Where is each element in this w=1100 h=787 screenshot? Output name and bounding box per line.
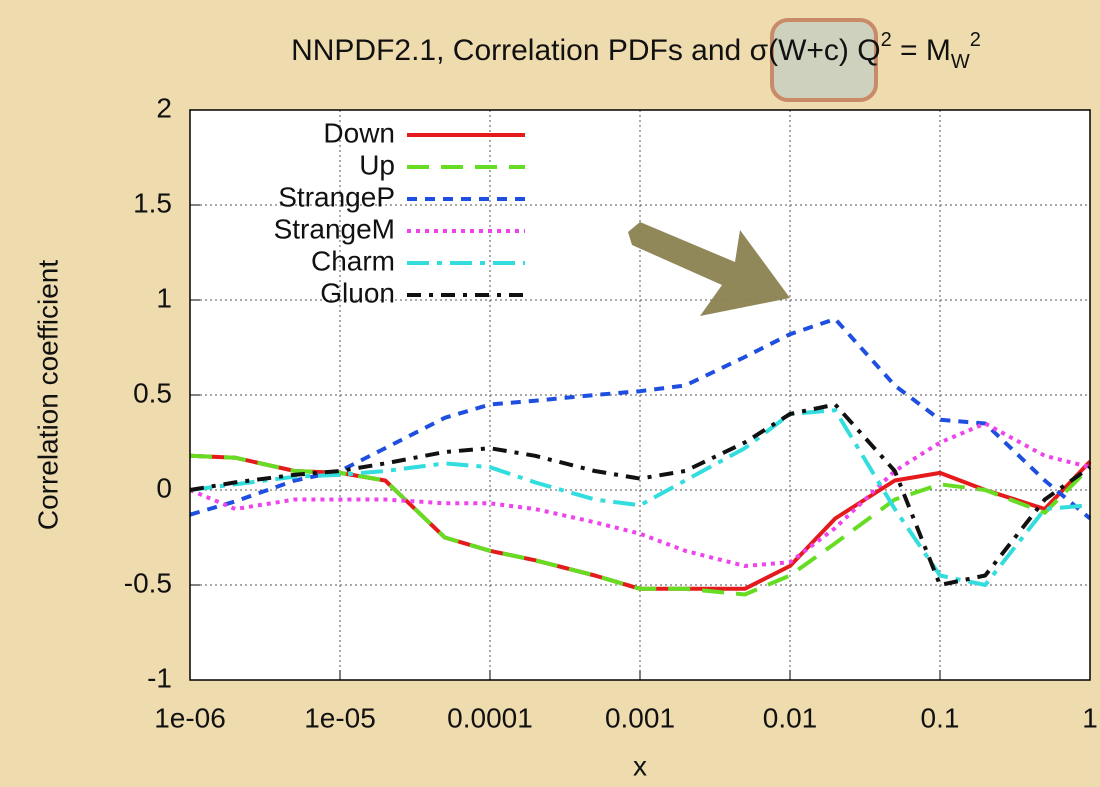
legend-label: Charm (311, 245, 395, 276)
y-tick-label: -0.5 (124, 567, 172, 598)
legend-label: StrangeP (278, 181, 395, 212)
legend-label: Down (323, 117, 395, 148)
series-line (189, 453, 1092, 597)
y-tick-label: 1.5 (133, 187, 172, 218)
y-tick-label: 1 (156, 282, 172, 313)
x-tick-label: 1 (1082, 702, 1098, 733)
title-part: 2 (881, 29, 892, 51)
series-line (189, 317, 1092, 521)
y-tick-label: 2 (156, 92, 172, 123)
series-line (189, 421, 1091, 568)
highlight-box (770, 18, 878, 102)
plot-frame (189, 109, 1091, 681)
chart-title: NNPDF2.1, Correlation PDFs and σ(W+c) Q2… (291, 29, 981, 73)
y-tick-label: -1 (147, 662, 172, 693)
title-part: σ(W+c) (750, 34, 849, 67)
title-part: Q (849, 34, 881, 67)
x-tick-label: 1e-05 (304, 702, 376, 733)
y-tick-label: 0 (156, 472, 172, 503)
x-tick-label: 0.01 (763, 702, 818, 733)
title-part: = M (892, 34, 951, 67)
legend-label: StrangeM (274, 213, 395, 244)
x-tick-label: 0.0001 (447, 702, 533, 733)
x-tick-label: 0.1 (921, 702, 960, 733)
arrow (628, 222, 790, 316)
x-axis-label: x (633, 750, 647, 781)
y-tick-label: 0.5 (133, 377, 172, 408)
legend-label: Up (359, 149, 395, 180)
title-part: W (951, 51, 970, 73)
title-part: NNPDF2.1, Correlation PDFs and (291, 34, 750, 67)
title-part: 2 (970, 29, 981, 51)
series-line (189, 408, 1091, 587)
y-axis-label: Correlation coefficient (32, 260, 63, 531)
x-tick-label: 0.001 (605, 702, 675, 733)
x-tick-label: 1e-06 (154, 702, 226, 733)
legend-label: Gluon (320, 277, 395, 308)
lines (189, 317, 1092, 597)
